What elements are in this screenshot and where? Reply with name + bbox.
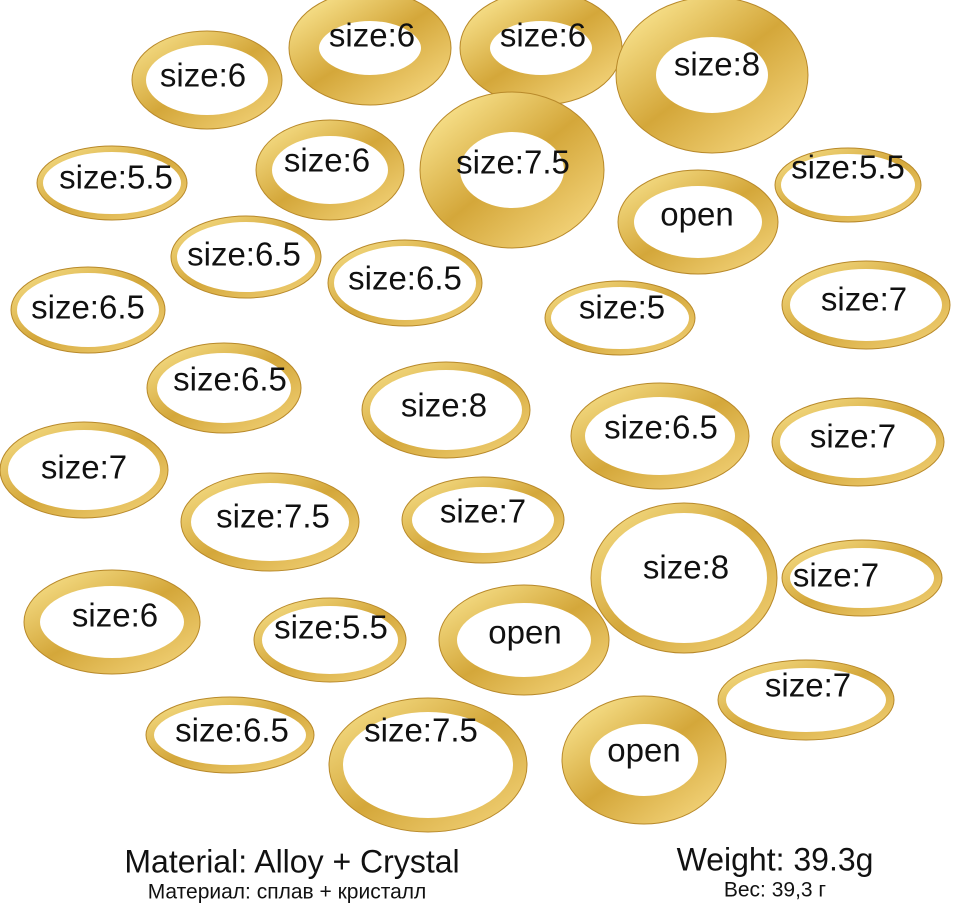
ring-edge [36, 145, 188, 221]
ring-size-label: open [488, 614, 561, 651]
ring-edge [10, 266, 166, 354]
ring-size-label: size:6 [329, 17, 415, 54]
ring [402, 477, 564, 563]
ring-edge [131, 30, 283, 130]
ring-size-label: size:6 [72, 597, 158, 634]
ring [718, 660, 894, 740]
ring [0, 422, 168, 518]
ring-edge [781, 539, 943, 617]
ring [132, 31, 282, 129]
ring-size-label: open [660, 196, 733, 233]
ring-size-label: size:7.5 [456, 144, 570, 181]
ring-size-label: size:6 [160, 57, 246, 94]
ring-edge [327, 239, 483, 327]
ring [618, 170, 778, 274]
ring-edge [438, 584, 610, 696]
ring-size-label: size:8 [401, 387, 487, 424]
ring-edge [0, 421, 169, 519]
weight-ru: Вес: 39,3 г [724, 879, 827, 902]
ring-edge [615, 0, 809, 154]
ring-size-label: size:7.5 [216, 498, 330, 535]
ring-size-label: size:7 [41, 449, 127, 486]
ring [37, 146, 187, 220]
ring-edge [170, 215, 322, 299]
ring-edge [544, 280, 696, 356]
ring-edge [717, 659, 895, 741]
ring [571, 383, 749, 489]
ring-size-label: size:6 [500, 17, 586, 54]
ring [545, 281, 695, 355]
ring-edge [401, 476, 565, 564]
ring [289, 0, 451, 105]
material-en: Material: Alloy + Crystal [124, 843, 459, 879]
ring-edge [361, 361, 531, 459]
ring [11, 267, 165, 353]
ring-edge [617, 169, 779, 275]
ring-edge [419, 91, 605, 249]
ring [147, 343, 301, 433]
ring [460, 0, 622, 105]
ring-size-label: size:5 [579, 289, 665, 326]
ring-edge [255, 119, 405, 221]
weight-en: Weight: 39.3g [677, 841, 874, 877]
ring-edge [145, 696, 315, 774]
ring-edge [774, 147, 922, 223]
ring-size-label: size:7 [810, 418, 896, 455]
ring-size-label: open [607, 732, 680, 769]
ring-size-label: size:6.5 [31, 289, 145, 326]
ring-size-label: size:5.5 [274, 609, 388, 646]
ring-size-label: size:6.5 [175, 712, 289, 749]
ring-edge [328, 697, 528, 833]
ring [775, 148, 921, 222]
ring-edge [23, 569, 201, 675]
ring-edge [288, 0, 452, 106]
ring-edge [561, 695, 727, 825]
ring-size-label: size:7 [440, 493, 526, 530]
ring-size-label: size:6.5 [173, 361, 287, 398]
ring [254, 598, 406, 682]
ring [782, 261, 950, 349]
ring-size-label: size:5.5 [791, 149, 905, 186]
ring [420, 92, 604, 248]
ring [591, 503, 777, 653]
ring-edge [253, 597, 407, 683]
ring [256, 120, 404, 220]
ring-edge [781, 260, 951, 350]
ring-size-label: size:6.5 [187, 236, 301, 273]
ring-size-label: size:8 [674, 46, 760, 83]
ring [181, 473, 359, 571]
ring-size-label: size:5.5 [59, 159, 173, 196]
ring [439, 585, 609, 695]
ring-size-label: size:7.5 [364, 712, 478, 749]
ring-edge [146, 342, 302, 434]
ring [146, 697, 314, 773]
ring-size-label: size:7 [793, 557, 879, 594]
ring [782, 540, 942, 616]
ring-size-label: size:6.5 [348, 260, 462, 297]
ring-size-label: size:6 [284, 142, 370, 179]
ring [171, 216, 321, 298]
ring-size-label: size:7 [765, 667, 851, 704]
ring [562, 696, 726, 824]
ring-size-label: size:6.5 [604, 409, 718, 446]
ring [24, 570, 200, 674]
ring [772, 398, 944, 486]
ring [362, 362, 530, 458]
ring-edge [180, 472, 360, 572]
ring-size-label: size:8 [643, 549, 729, 586]
ring-edge [771, 397, 945, 487]
material-ru: Материал: сплав + кристалл [148, 881, 427, 904]
ring [328, 240, 482, 326]
ring [616, 0, 808, 153]
ring [329, 698, 527, 832]
ring-size-label: size:7 [821, 281, 907, 318]
ring-edge [570, 382, 750, 490]
ring-edge [590, 502, 778, 654]
